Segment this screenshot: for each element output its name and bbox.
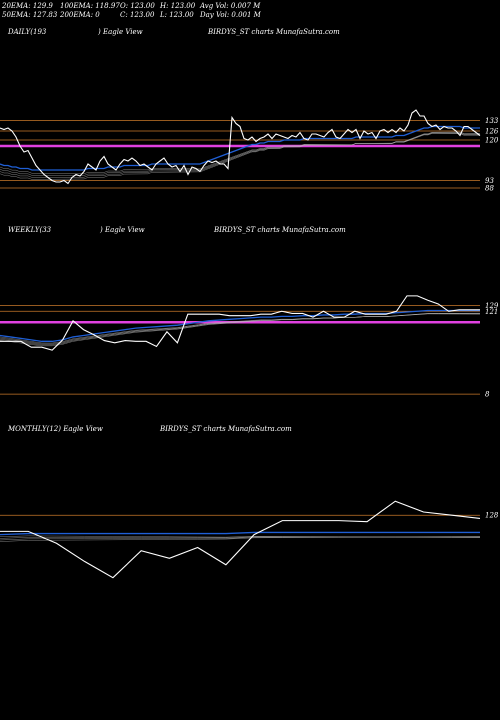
header-ema50: 50EMA: 127.83	[2, 11, 58, 19]
header-high: H: 123.00	[159, 2, 196, 10]
daily-level-label-1: 126	[485, 128, 499, 136]
header-low: L: 123.00	[159, 11, 194, 19]
weekly-title-right: BIRDYS_ST charts MunafaSutra.com	[213, 226, 346, 234]
weekly-level-label-2: 8	[485, 391, 490, 399]
monthly-price-line	[0, 500, 481, 579]
daily-price-line	[0, 109, 481, 185]
header-ema100: 100EMA: 118.97	[60, 2, 120, 10]
monthly-level-label-0: 128	[485, 512, 499, 520]
monthly-title-left: MONTHLY(12) Eagle View	[7, 425, 103, 433]
daily-panel-title: DAILY(193 ) Eagle View BIRDYS_ST charts …	[7, 28, 340, 36]
weekly-panel-title: WEEKLY(33 ) Eagle View BIRDYS_ST charts …	[8, 226, 346, 234]
header-stats: 20EMA: 129.9 100EMA: 118.97 O: 123.00 H:…	[1, 2, 262, 19]
header-avg-vol: Avg Vol: 0.007 M	[199, 2, 261, 10]
daily-ema-line	[0, 125, 480, 171]
header-ema200: 200EMA: 0	[59, 11, 100, 19]
monthly-ema-fan-3	[0, 536, 481, 542]
daily-title-left: DAILY(193	[7, 28, 47, 36]
header-close: C: 123.00	[120, 11, 155, 19]
daily-ema-fan-0	[0, 133, 481, 175]
header-open: O: 123.00	[120, 2, 155, 10]
monthly-ema-line	[0, 531, 480, 536]
daily-level-label-4: 88	[485, 185, 494, 193]
weekly-title-left: WEEKLY(33	[8, 226, 52, 234]
daily-level-label-0: 133	[485, 117, 499, 125]
header-ema20: 20EMA: 129.9	[1, 2, 53, 10]
daily-level-label-3: 93	[485, 177, 494, 185]
monthly-plot: 128	[0, 500, 499, 579]
weekly-level-label-1: 121	[485, 308, 498, 316]
daily-level-label-2: 120	[485, 137, 499, 145]
weekly-price-line	[0, 295, 480, 351]
daily-ema-fan-3	[0, 131, 481, 180]
monthly-panel-title: MONTHLY(12) Eagle View BIRDYS_ST charts …	[7, 425, 292, 433]
monthly-title-right: BIRDYS_ST charts MunafaSutra.com	[159, 425, 292, 433]
weekly-ema-line	[0, 309, 480, 342]
weekly-level-label-0: 129	[485, 302, 499, 310]
weekly-title-mid: ) Eagle View	[99, 226, 145, 234]
header-day-vol: Day Vol: 0.001 M	[199, 11, 262, 19]
daily-title-right: BIRDYS_ST charts MunafaSutra.com	[207, 28, 340, 36]
daily-title-mid: ) Eagle View	[97, 28, 143, 36]
weekly-ema-fan-3	[0, 312, 481, 347]
